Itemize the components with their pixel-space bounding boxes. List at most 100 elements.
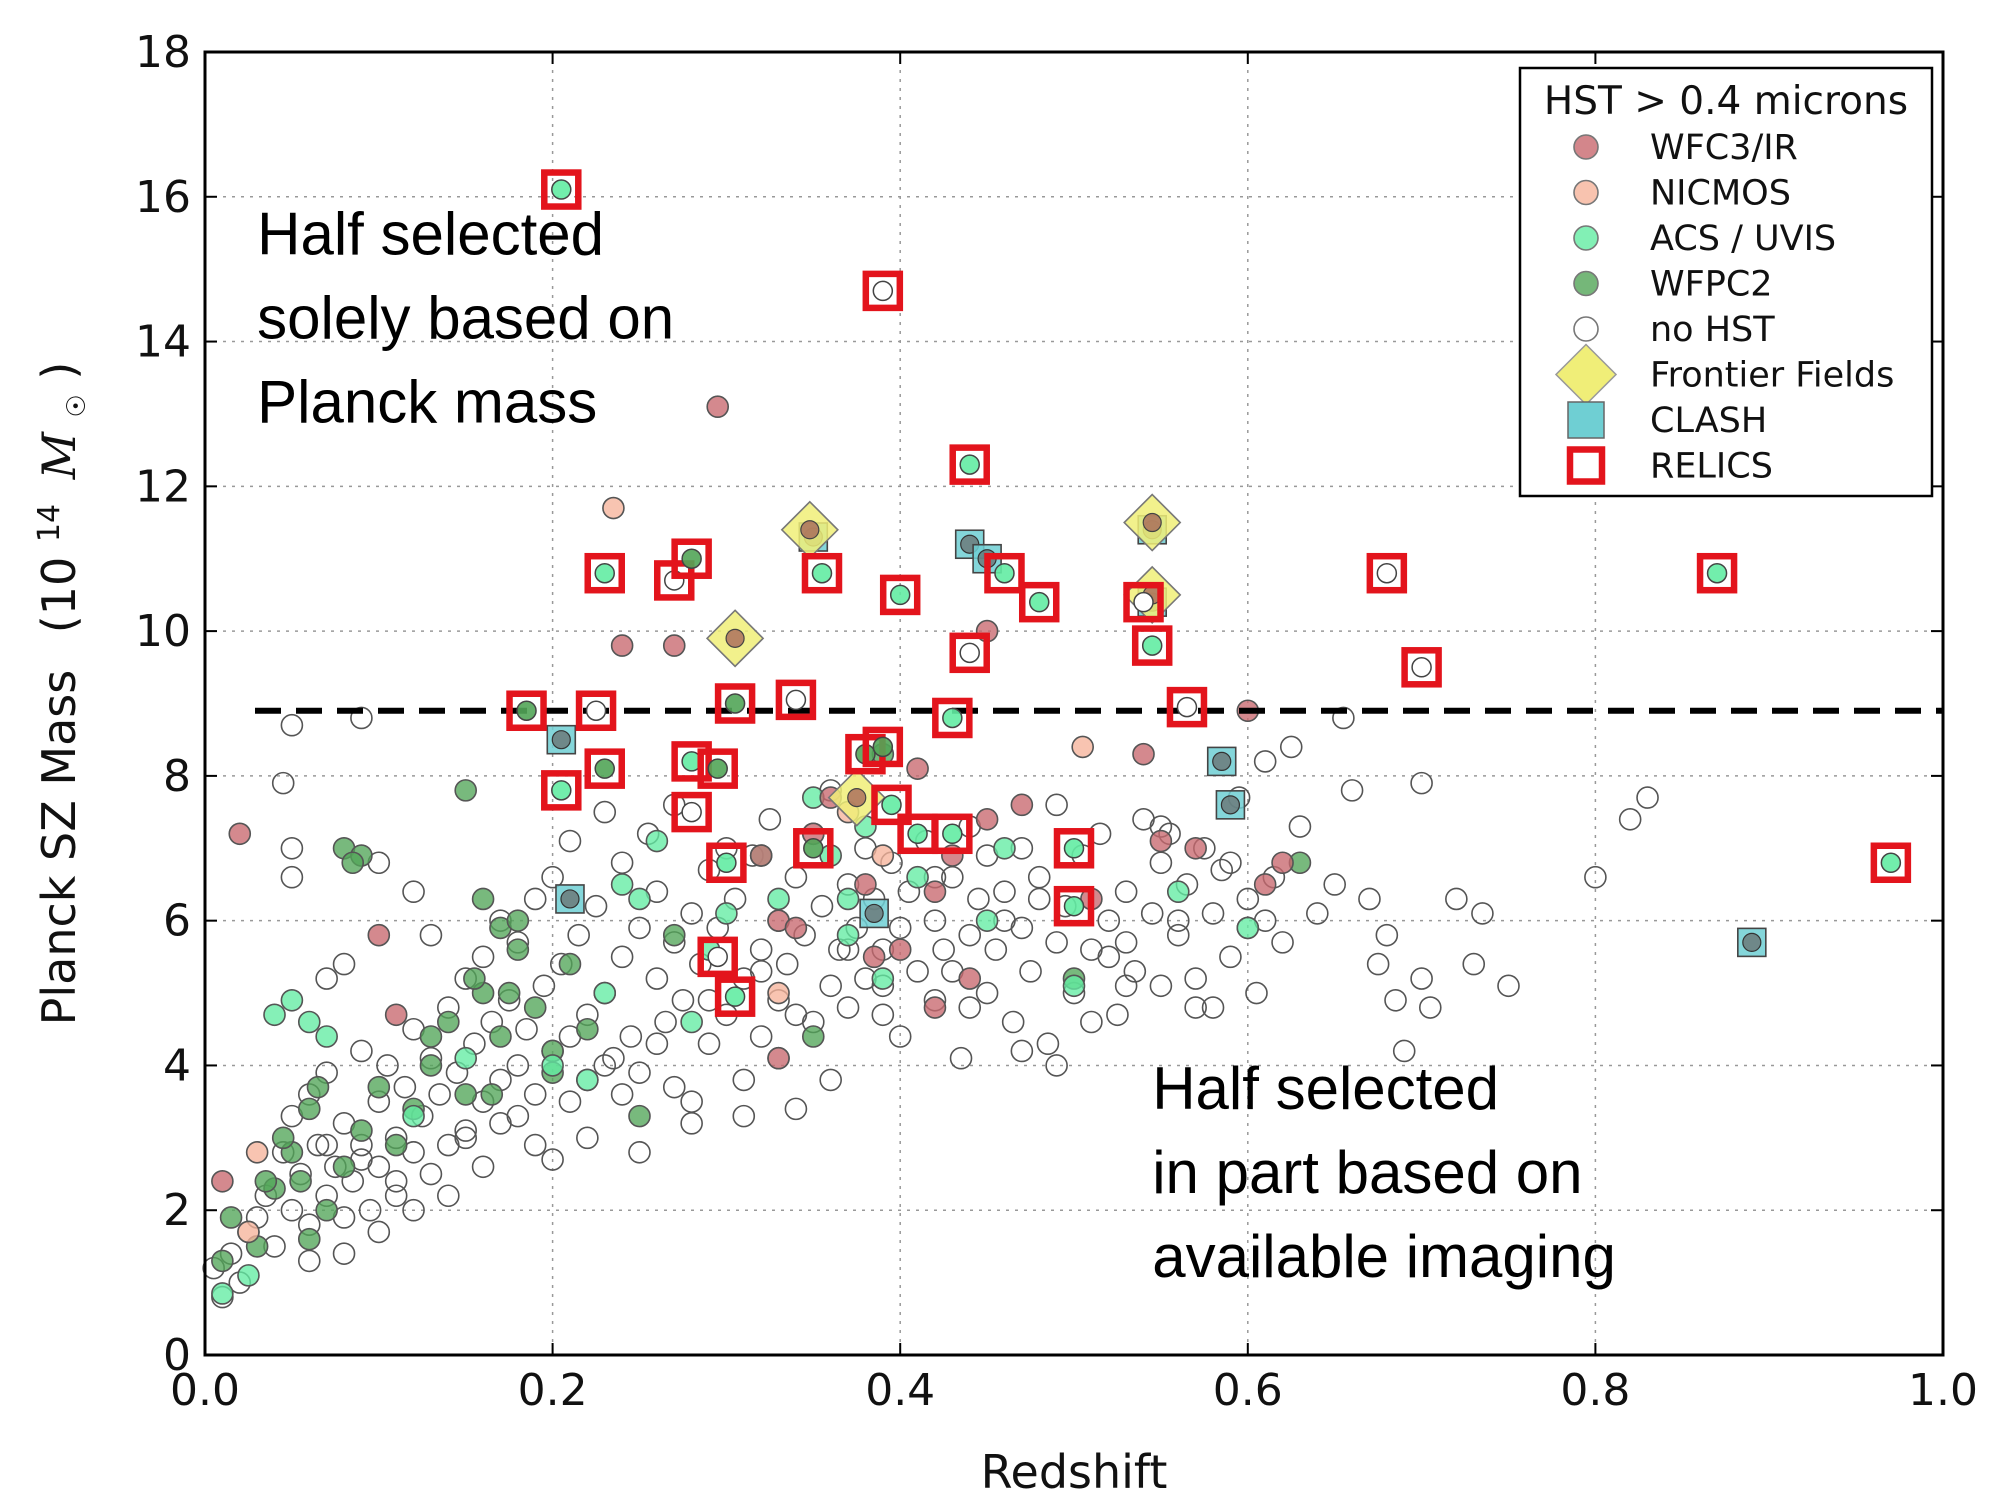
no-hst-point [836,996,860,1019]
wfc3-ir-point [662,634,686,657]
no-hst-point [749,960,773,983]
wfpc2-point [297,1097,321,1121]
wfpc2-point [454,1083,478,1106]
no-hst-point [732,1104,756,1128]
relics-point [585,700,607,721]
no-hst-point [576,1126,599,1150]
wfc3-ir-point [367,923,391,947]
x-tick-label: 0.0 [170,1365,240,1416]
relics-marker [862,726,904,768]
wfpc2-point [350,1119,373,1142]
relics-marker [1131,625,1173,666]
legend-marker [1573,134,1599,160]
wfc3-ir-point [1271,851,1294,875]
no-hst-point [958,923,982,947]
no-hst-point [993,880,1016,904]
acs-uvis-point [454,1046,478,1070]
no-hst-point [1462,952,1486,976]
relics-point [942,707,963,729]
no-hst-point [1366,952,1390,976]
legend: HST > 0.4 microns WFC3/IR NICMOS ACS / UVI… [1518,66,1934,498]
wfpc2-point [497,981,521,1005]
no-hst-point [1080,1010,1103,1034]
annotation-text: Half selected [1152,1055,1499,1122]
no-hst-point [280,1198,304,1222]
relics-marker [862,270,904,312]
relics-point [907,823,928,845]
no-hst-point [888,1025,912,1048]
acs-uvis-point [1062,974,1086,998]
relics-point [681,801,702,823]
no-hst-point [367,1220,391,1244]
relics-marker [706,842,747,884]
no-hst-point [393,1075,417,1099]
no-hst-point [1271,931,1294,954]
relics-point [1376,562,1398,584]
relics-marker [1018,581,1060,623]
relics-point [551,780,572,801]
relics-point [1063,838,1085,859]
y-tick-label: 16 [135,172,191,223]
no-hst-point [1140,902,1164,925]
acs-uvis-point [767,887,790,911]
legend-entries: WFC3/IR NICMOS ACS / UVIS WFPC2 no HST Fronti… [1554,128,1894,487]
axis-ticks: 0.0 0.2 0.4 0.6 0.8 1.0 0 2 4 6 8 10 12 14 16 18 [135,27,1978,1416]
acs-uvis-point [1236,916,1260,940]
no-hst-point [671,988,695,1012]
no-hst-point [1045,931,1068,954]
wfc3-ir-point [211,1169,234,1193]
no-hst-point [471,945,495,969]
acs-uvis-point [315,1025,338,1048]
no-hst-point [732,1068,756,1092]
no-hst-point [1114,880,1138,904]
clash-point [1212,751,1232,772]
clash-point [1220,795,1241,815]
wfc3-ir-point [975,808,999,831]
relics-point [724,693,746,714]
wfpc2-point [558,952,582,976]
no-hst-point [1123,960,1147,983]
no-hst-point [541,1148,564,1171]
y-tick-label: 2 [163,1185,191,1236]
y-tick-label: 18 [135,27,191,78]
legend-marker [1566,446,1606,485]
x-tick-label: 0.6 [1213,1365,1283,1416]
no-hst-point [1253,750,1277,773]
no-hst-point [775,952,799,976]
no-hst-point [419,923,443,947]
no-hst-point [558,829,582,853]
relics-marker [1123,581,1164,623]
relics-marker [1696,552,1738,594]
no-hst-point [628,1061,651,1084]
no-hst-point [558,1090,582,1113]
no-hst-point [384,1169,408,1193]
plot-frame [203,50,1945,1357]
legend-title: HST > 0.4 microns [1544,79,1908,124]
no-hst-point [1210,858,1234,882]
clash-point [1742,932,1762,952]
no-hst-point [1245,981,1268,1005]
wfpc2-point [306,1075,330,1099]
no-hst-point [628,1141,651,1164]
clash-point [551,730,571,750]
acs-uvis-point [715,902,738,925]
no-hst-point [1097,945,1121,969]
no-hst-point [1097,909,1121,932]
no-hst-point [1497,974,1520,998]
wfpc2-point [506,938,530,961]
relics-marker [714,683,756,724]
legend-marker [1567,401,1605,439]
no-hst-point [758,808,782,831]
nicmos-point [871,844,895,867]
no-hst-point [1636,786,1659,809]
y-axis-title: Planck SZ Mass (10 14 M ☉ ) [16,362,96,1026]
relics-point [994,562,1015,584]
x-tick-label: 0.2 [518,1365,588,1416]
legend-marker [1573,179,1599,206]
threshold-line-layer [255,169,1943,1017]
no-hst-point [280,713,304,737]
relics-marker [949,632,990,674]
relics-point [681,548,702,569]
no-hst-point [619,1025,643,1048]
no-hst-point [306,1133,330,1157]
